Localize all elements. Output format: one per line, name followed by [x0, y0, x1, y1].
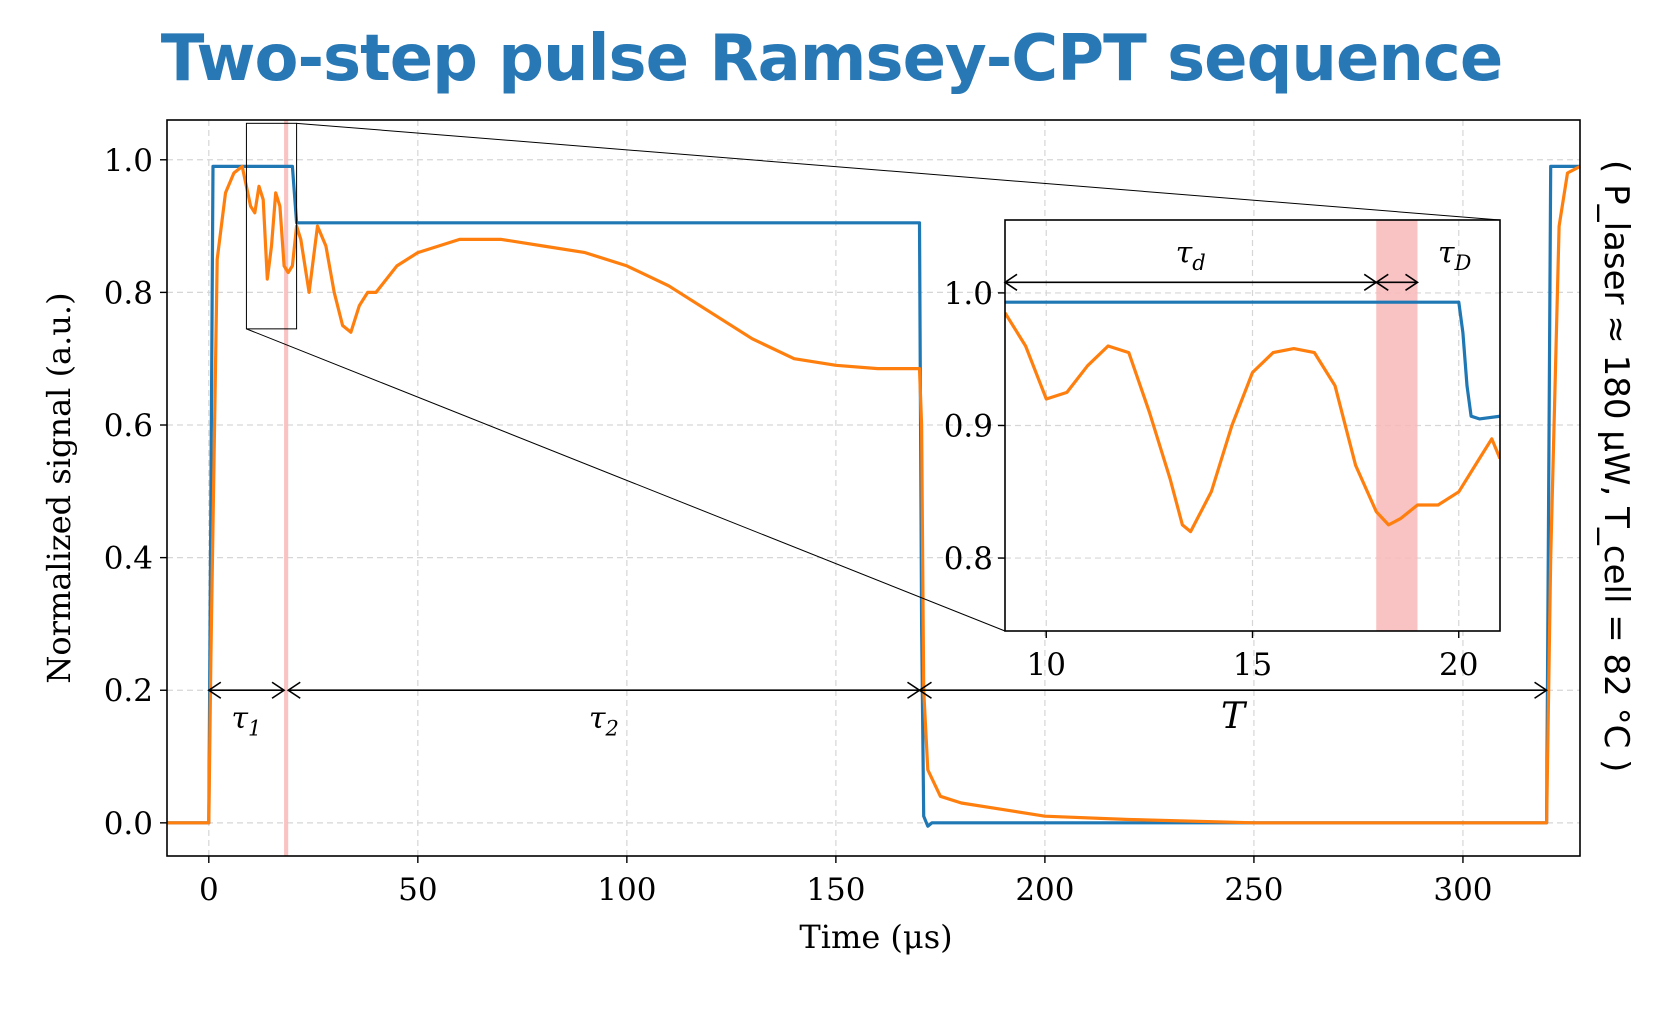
inset-y-tick-label: 0.8 — [944, 541, 993, 577]
main-annotations: τ1 τ2 T — [207, 681, 1548, 741]
x-tick-label: 250 — [1224, 872, 1283, 908]
series-orange-line — [167, 164, 1581, 825]
interval-arrow-head-left — [918, 681, 932, 699]
main-series — [167, 164, 1581, 828]
inset-y-tick-label: 1.0 — [944, 276, 993, 312]
side-note: ( P_laser ≈ 180 μW, T_cell = 82 °C ) — [1596, 160, 1636, 773]
main-ticks: 0 50 100 150 200 250 300 0.0 0.2 0.4 0.6 0.8 1.0 — [104, 143, 1493, 908]
x-tick-label: 100 — [597, 872, 656, 908]
x-tick-label: 50 — [398, 872, 437, 908]
y-tick-label: 0.8 — [104, 275, 153, 311]
x-tick-label: 150 — [806, 872, 865, 908]
inset-series-blue-line — [1005, 300, 1500, 421]
interval-arrow-head-right — [1534, 681, 1548, 699]
interval-arrow-head-right — [271, 681, 286, 699]
inset-axes: 10 15 200.80.91.0τd τD — [944, 219, 1501, 683]
y-tick-label: 0.0 — [104, 806, 153, 842]
y-tick-label: 0.4 — [104, 541, 153, 577]
y-tick-label: 0.2 — [104, 673, 153, 709]
inset-y-tick-label: 0.9 — [944, 409, 993, 445]
interval-arrow-head-left — [286, 681, 301, 699]
zoom-connector — [246, 328, 1006, 632]
x-tick-label: 300 — [1433, 872, 1492, 908]
chart-title: Two-step pulse Ramsey-CPT sequence — [160, 22, 1504, 96]
x-tick-label: 200 — [1015, 872, 1074, 908]
inset-x-tick-label: 20 — [1439, 647, 1478, 683]
main-grid — [167, 120, 1580, 856]
inset-interval-arrow-head-right — [1405, 273, 1419, 291]
y-tick-label: 0.6 — [104, 408, 153, 444]
zoom-source-box — [245, 122, 298, 330]
annotation-label: τ1 — [231, 701, 261, 741]
annotation-label: τ2 — [589, 701, 619, 741]
inset-x-tick-label: 10 — [1027, 647, 1066, 683]
interval-arrow-head-left — [207, 681, 222, 699]
x-axis-label: Time (μs) — [799, 918, 952, 956]
shaded-pulse-region — [284, 120, 289, 856]
x-tick-label: 0 — [199, 872, 219, 908]
inset-frame — [1004, 219, 1501, 632]
inset-shaded-region — [1376, 220, 1418, 631]
main-axes-frame — [166, 119, 1581, 857]
zoom-indicator — [245, 122, 1501, 632]
y-axis-label: Normalized signal (a.u.) — [40, 292, 78, 683]
annotation-label: T — [1221, 696, 1248, 737]
inset-interval-arrow-head-left — [1374, 273, 1389, 291]
inset-x-tick-label: 15 — [1233, 647, 1272, 683]
inset-series-orange-line — [1005, 311, 1500, 534]
main-shaded-region — [284, 120, 289, 856]
zoom-connector — [296, 122, 1501, 221]
y-tick-label: 1.0 — [104, 143, 153, 179]
